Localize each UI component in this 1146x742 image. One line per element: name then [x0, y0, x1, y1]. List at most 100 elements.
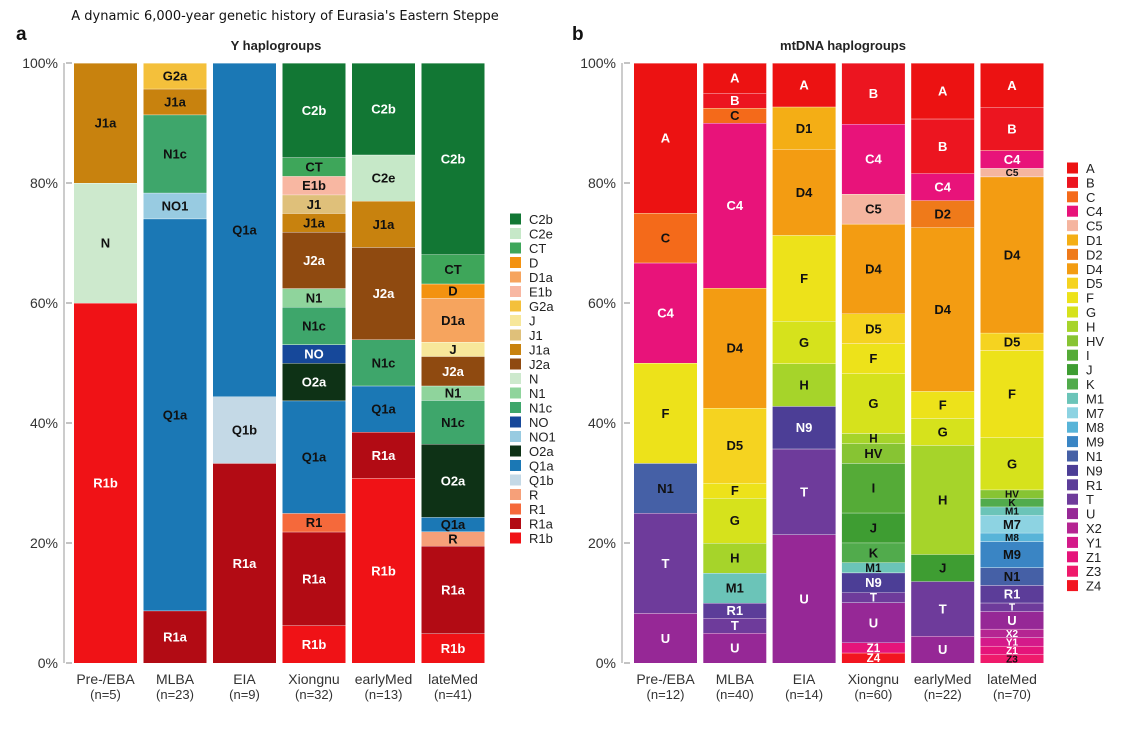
segment-label: D5 [1004, 334, 1021, 349]
legend-label-c4: C4 [1086, 204, 1103, 219]
segment-b [841, 63, 905, 125]
segment-label: F [869, 351, 877, 366]
segment-c4 [911, 173, 975, 201]
segment-label: CT [444, 262, 461, 277]
segment-f [841, 343, 905, 374]
segment-d4 [841, 223, 905, 314]
legend-label-k: K [1086, 377, 1095, 392]
segment-z4 [841, 652, 905, 663]
legend-label-r: R [529, 488, 538, 503]
segment-label: I [872, 481, 876, 496]
segment-label: C4 [934, 180, 951, 195]
segment-h [703, 543, 767, 573]
segment-ct [421, 254, 485, 284]
legend-label-n: N [529, 372, 538, 387]
panel-a-y-haplogroups: a Y haplogroups 0% 20% 40% 60% 80% 100% R1b N J1a P… [16, 24, 556, 702]
segment-label: C2b [371, 102, 396, 117]
segment-label: M1 [865, 562, 882, 575]
segment-j2a [282, 231, 346, 289]
segment-label: H [799, 378, 808, 393]
segment-label: M7 [1003, 517, 1021, 532]
segment-label: D1a [441, 313, 466, 328]
segment-label: J1a [164, 94, 186, 109]
segment-label: H [730, 551, 739, 566]
y-tick-label: 100% [22, 55, 58, 71]
segment-label: Y1 [1006, 637, 1019, 648]
legend-swatch-u [1067, 508, 1078, 520]
segment-label: HV [1005, 490, 1019, 501]
segment-label: Q1a [441, 517, 466, 532]
segment-label: D [448, 284, 457, 299]
segment-j1 [282, 194, 346, 214]
segment-m9 [980, 541, 1044, 568]
legend-swatch-c4 [1067, 205, 1078, 217]
segment-label: J2a [303, 253, 325, 268]
segment-label: K [1008, 498, 1016, 509]
legend-swatch-r [510, 489, 521, 500]
segment-label: D4 [1004, 247, 1021, 262]
segment-d1a [421, 298, 485, 342]
segment-c2e [352, 154, 415, 201]
x-category-label: Pre-/EBA [76, 671, 135, 687]
segment-label: J2a [442, 364, 464, 379]
segment-label: U [661, 631, 670, 646]
figure-title: A dynamic 6,000-year genetic history of … [71, 9, 499, 24]
segment-o2a [421, 444, 485, 518]
segment-label: U [938, 642, 947, 657]
segment-d2 [911, 200, 975, 228]
segment-c2b [352, 63, 415, 155]
legend-swatch-z3 [1067, 565, 1078, 577]
legend-swatch-c2b [510, 213, 521, 225]
segment-h [841, 433, 905, 444]
segment-label: C2b [302, 103, 327, 118]
legend-swatch-i [1067, 349, 1078, 361]
x-sample-size-label: (n=13) [365, 687, 403, 702]
x-sample-size-label: (n=70) [993, 687, 1031, 702]
segment-z3 [980, 654, 1044, 663]
legend-swatch-n1c [510, 402, 521, 413]
segment-j [911, 554, 975, 582]
segment-label: T [662, 556, 670, 571]
segment-label: F [800, 271, 808, 286]
segment-label: M9 [1003, 547, 1021, 562]
segment-c [634, 213, 697, 263]
legend-swatch-h [1067, 320, 1078, 332]
legend-swatch-n [510, 373, 521, 384]
legend-swatch-y1 [1067, 536, 1078, 548]
bar-earlymed: U T J H GF D4 D2 C4 B A [911, 62, 975, 663]
segment-g [703, 498, 767, 543]
segment-label: T [731, 618, 739, 633]
x-category-label: earlyMed [355, 671, 413, 687]
y-tick-label: 20% [30, 535, 58, 551]
segment-f [634, 363, 697, 464]
segment-n1 [980, 567, 1044, 586]
segment-label: F [1008, 387, 1016, 402]
segment-n9 [841, 572, 905, 593]
segment-r1b [282, 625, 346, 663]
segment-u [634, 613, 697, 663]
segment-j1a [352, 201, 415, 248]
segment-j1a [74, 63, 137, 183]
segment-f [772, 235, 836, 321]
legend-label-j: J [529, 314, 536, 329]
segment-label: N9 [865, 575, 882, 590]
x-sample-size-label: (n=14) [785, 687, 823, 702]
legend-label-no: NO [529, 415, 549, 430]
segment-r [421, 531, 485, 546]
legend-swatch-m7 [1067, 407, 1078, 419]
segment-r1 [703, 603, 767, 618]
segment-d5 [703, 408, 767, 483]
segment-y1 [980, 637, 1044, 646]
segment-label: U [799, 591, 808, 606]
segment-label: F [731, 483, 739, 498]
segment-d [421, 283, 485, 299]
legend-swatch-c [1067, 191, 1078, 203]
panel-a-title: Y haplogroups [231, 38, 322, 53]
segment-label: R1b [93, 476, 118, 491]
legend-swatch-o2a [510, 445, 521, 457]
legend-label-hv: HV [1086, 334, 1104, 349]
x-category-label: Xiongnu [848, 671, 899, 687]
segment-label: G [1007, 456, 1017, 471]
legend-label-x2: X2 [1086, 521, 1102, 536]
